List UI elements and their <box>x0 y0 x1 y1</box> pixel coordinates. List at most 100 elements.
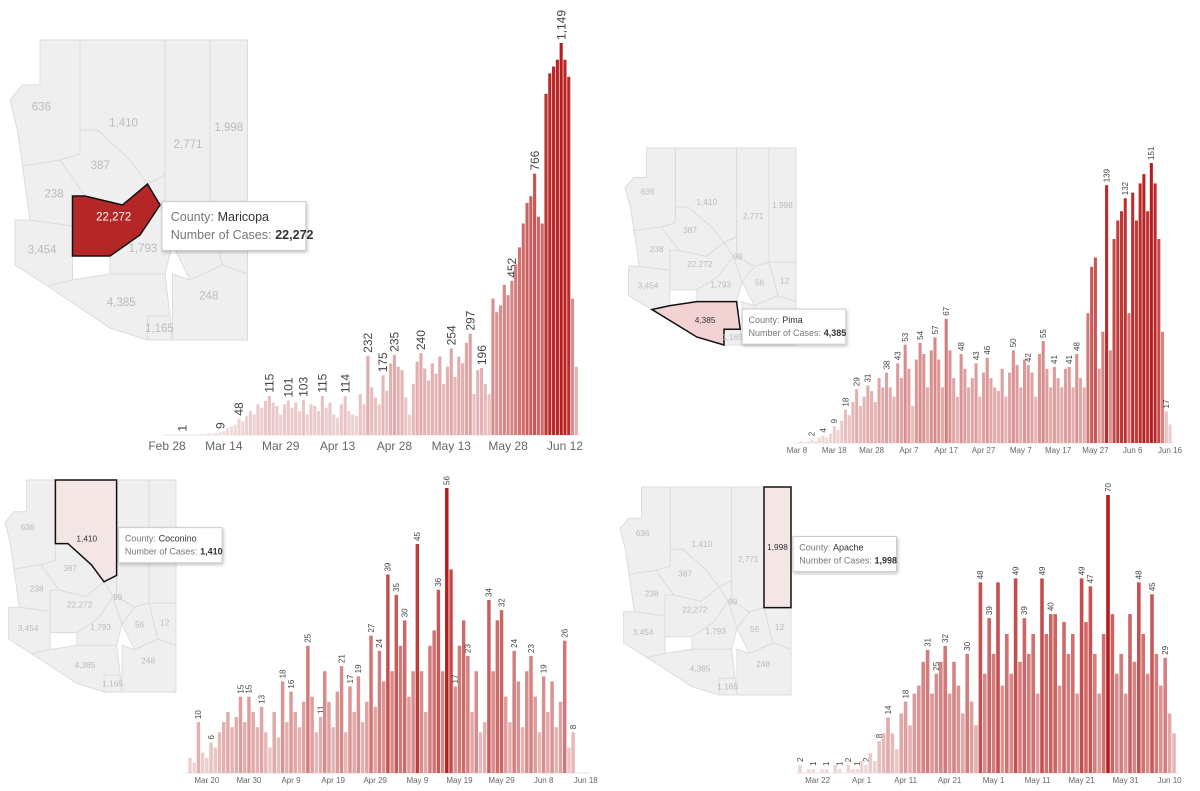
bar <box>937 359 941 443</box>
county-selected <box>71 182 161 257</box>
bar <box>929 350 933 443</box>
bar <box>1034 396 1038 443</box>
bar <box>552 66 556 435</box>
bar <box>1127 313 1131 443</box>
bar <box>419 353 423 435</box>
bar <box>297 727 302 773</box>
value-label: 2 <box>844 757 853 762</box>
county-label: 248 <box>756 660 770 669</box>
bar <box>306 645 310 773</box>
bar <box>259 706 264 773</box>
x-tick-label: May 1 <box>983 776 1005 785</box>
county-selected <box>650 300 742 347</box>
county-label: 248 <box>141 656 155 665</box>
bar <box>933 337 937 443</box>
bar <box>806 769 811 773</box>
bar <box>358 394 362 435</box>
tooltip-line: County: Apache <box>799 542 863 552</box>
bar <box>948 350 952 443</box>
bar <box>237 418 241 435</box>
x-tick-label: Apr 29 <box>363 776 387 785</box>
bar <box>343 396 347 435</box>
bar <box>468 333 472 435</box>
bar <box>899 713 904 773</box>
tooltip-key: Number of Cases: <box>749 328 822 338</box>
bar <box>275 406 279 435</box>
bar <box>908 725 912 773</box>
bar <box>217 732 222 773</box>
x-tick-label: Jun 6 <box>1123 446 1143 455</box>
bar <box>478 732 483 773</box>
bar <box>1153 183 1157 444</box>
tooltip-value: 22,272 <box>275 228 313 242</box>
bar <box>525 671 529 773</box>
bar <box>200 752 205 773</box>
bar <box>1112 239 1116 443</box>
county-label: 4,385 <box>690 664 711 673</box>
bar <box>1101 634 1106 773</box>
bar <box>836 430 840 443</box>
tooltip-line: Number of Cases: 22,272 <box>171 228 314 242</box>
county-label: 2,771 <box>743 212 764 221</box>
tooltip-line: Number of Cases: 1,998 <box>799 556 897 566</box>
tooltip-line: Number of Cases: 1,410 <box>125 547 223 557</box>
x-tick-label: May 7 <box>1010 446 1032 455</box>
x-tick-label: Jun 12 <box>547 439 583 453</box>
county-label: 1,165 <box>102 679 123 688</box>
bar <box>1161 331 1165 443</box>
bar <box>963 368 967 443</box>
bar <box>331 727 335 773</box>
bar <box>1030 372 1034 443</box>
bar <box>301 399 305 435</box>
bar <box>226 711 230 773</box>
value-label: 49 <box>1011 566 1020 575</box>
bar <box>930 693 934 773</box>
x-tick-label: Mar 8 <box>787 446 808 455</box>
value-label: 31 <box>923 637 932 646</box>
bar <box>445 366 450 435</box>
bar <box>356 676 361 773</box>
bar <box>1145 673 1150 773</box>
bar <box>385 390 389 435</box>
bar <box>1097 693 1102 773</box>
bar <box>1009 673 1014 773</box>
value-label: 43 <box>972 351 981 360</box>
value-label: 175 <box>376 352 390 372</box>
county-label: 22,272 <box>682 605 708 614</box>
county-label: 1,793 <box>129 243 158 255</box>
bar <box>985 357 989 443</box>
value-label: 766 <box>528 150 542 170</box>
tooltip-value: Pima <box>782 315 803 325</box>
bar <box>293 711 297 773</box>
bar <box>814 441 818 443</box>
bar <box>1123 198 1127 443</box>
county-label: 12 <box>160 618 170 627</box>
bar <box>512 650 516 773</box>
bar <box>821 435 825 443</box>
bar <box>222 430 226 435</box>
bar <box>858 405 862 443</box>
value-label: 15 <box>245 684 254 693</box>
bar <box>1158 685 1163 773</box>
bar <box>529 196 533 435</box>
county-label: 387 <box>683 226 697 235</box>
x-tick-label: May 27 <box>1082 446 1109 455</box>
bar <box>533 696 537 773</box>
value-label: 67 <box>942 306 951 315</box>
value-label: 39 <box>985 606 994 615</box>
bar <box>537 732 542 773</box>
bar <box>1031 634 1036 773</box>
tooltip-value: 1,410 <box>200 547 223 557</box>
bar <box>952 378 956 443</box>
bar <box>1093 257 1097 443</box>
bar <box>881 733 886 773</box>
bar <box>256 404 260 435</box>
tooltip: County: Coconino Number of Cases: 1,410 <box>118 527 223 564</box>
county-label: 636 <box>636 529 650 538</box>
value-label: 10 <box>194 710 203 719</box>
bar <box>918 342 922 443</box>
value-label: 19 <box>354 664 363 673</box>
bar <box>328 402 332 435</box>
bar <box>252 414 256 435</box>
bar <box>921 661 926 773</box>
